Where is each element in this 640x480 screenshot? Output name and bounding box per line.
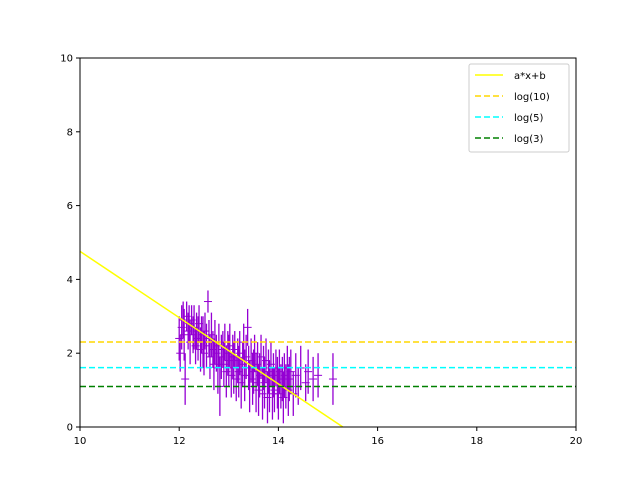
- legend-label: log(3): [514, 134, 544, 145]
- plot-area: [80, 250, 576, 427]
- x-tick-label: 16: [371, 436, 384, 447]
- y-tick-label: 8: [67, 127, 73, 138]
- axes: 10 12 14 16 18 20 0 2 4 6 8 10: [60, 54, 582, 448]
- legend-label: log(5): [514, 113, 544, 124]
- x-tick-label: 20: [570, 436, 583, 447]
- y-tick-label: 10: [60, 54, 73, 65]
- legend-box: [468, 63, 570, 153]
- legend-label: log(10): [514, 92, 550, 103]
- y-tick-label: 0: [67, 423, 73, 434]
- axes-frame: [79, 57, 577, 428]
- y-tick-label: 2: [67, 349, 73, 360]
- legend-label: a*x+b: [514, 71, 546, 82]
- y-tick-label: 4: [67, 275, 73, 286]
- x-tick-label: 14: [272, 436, 285, 447]
- x-tick-label: 10: [74, 436, 87, 447]
- x-tick-label: 12: [173, 436, 186, 447]
- legend: a*x+b log(10) log(5) log(3): [468, 63, 570, 153]
- y-tick-label: 6: [67, 201, 73, 212]
- series-line: [80, 250, 344, 427]
- plot-content: [80, 250, 576, 427]
- x-tick-label: 18: [470, 436, 483, 447]
